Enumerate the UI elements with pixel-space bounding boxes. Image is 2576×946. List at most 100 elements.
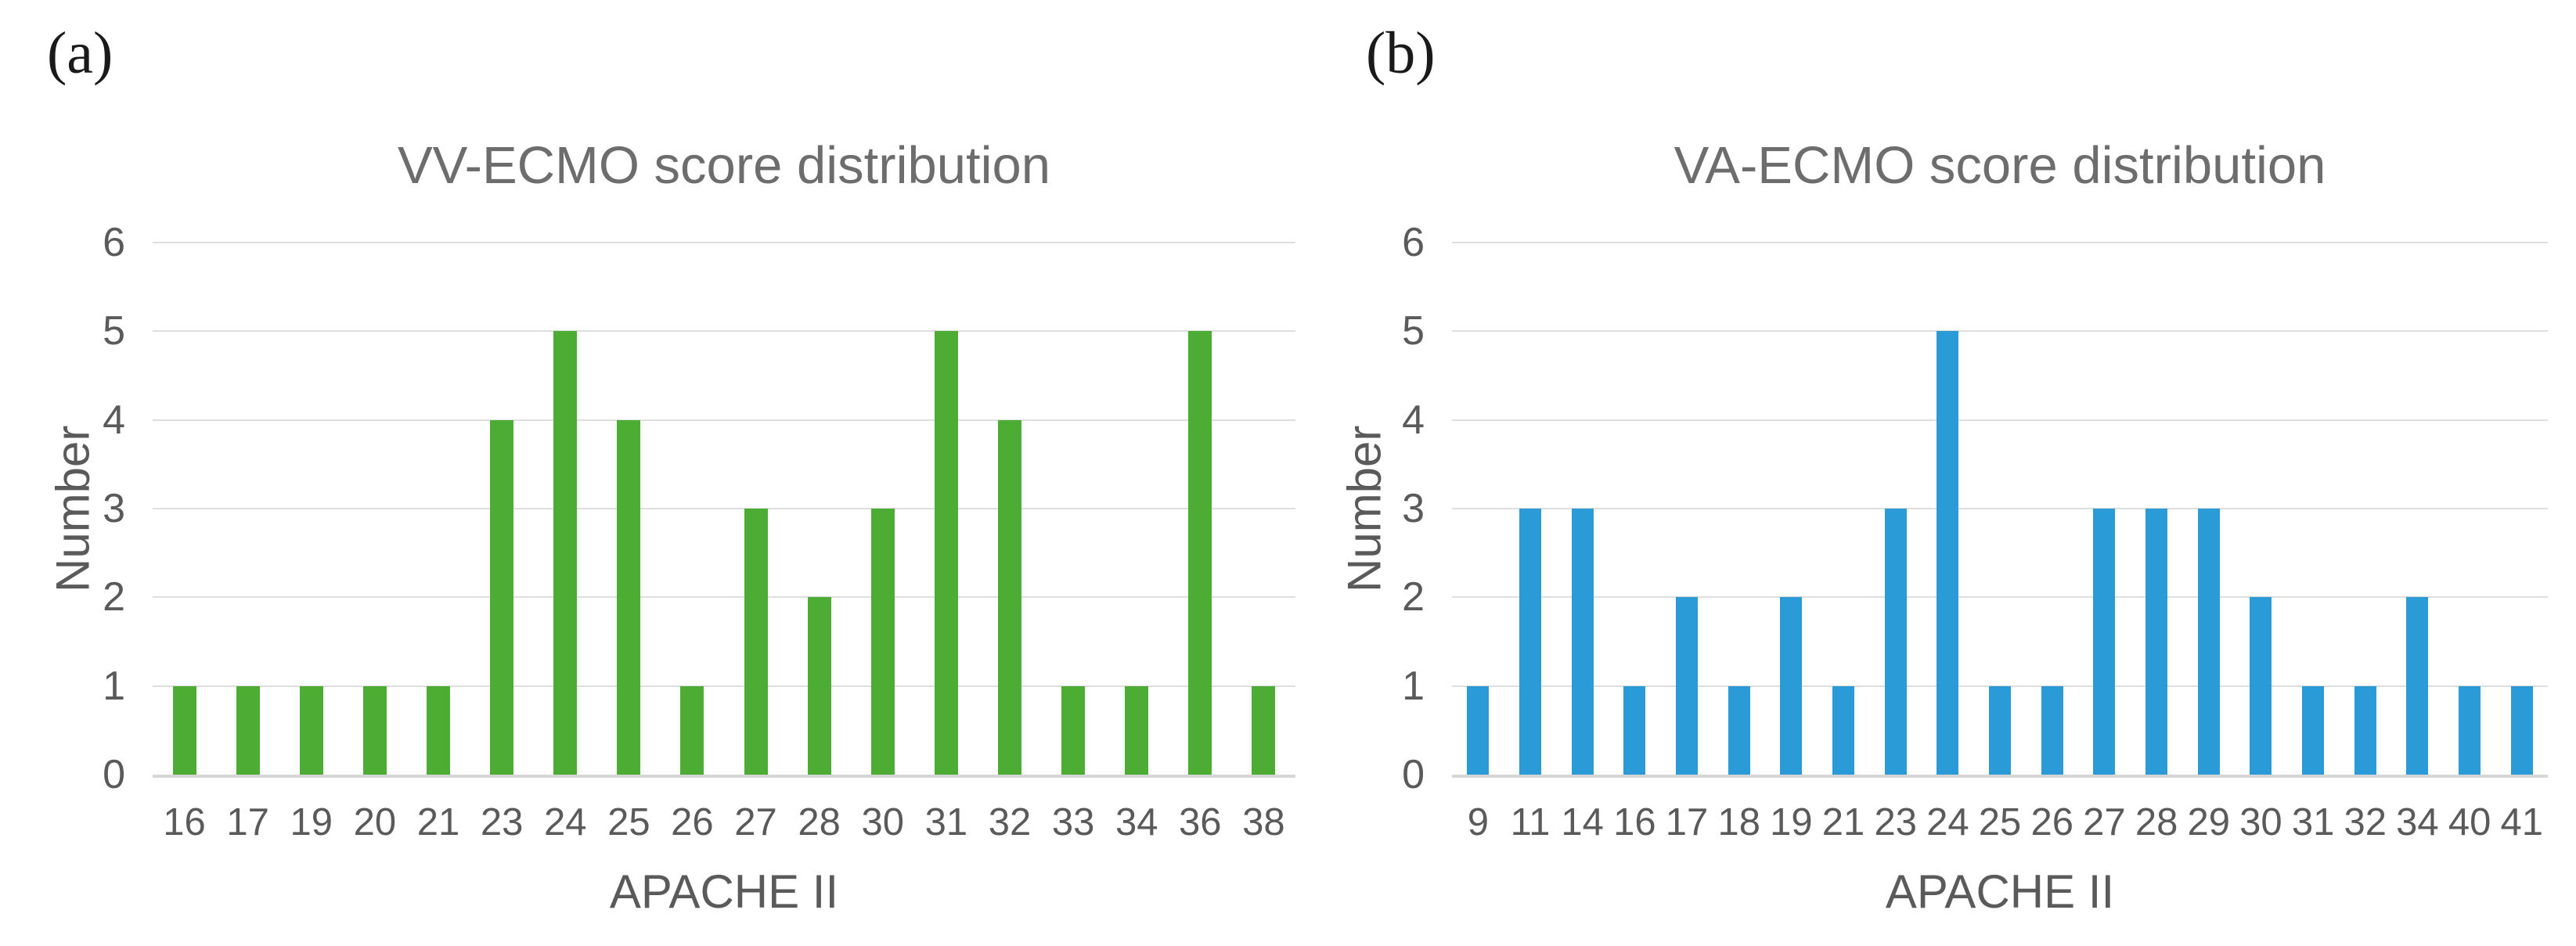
bar-slot (2235, 243, 2287, 775)
bar-slot (279, 243, 343, 775)
bar-slot (1556, 243, 1609, 775)
bar (2197, 509, 2220, 775)
x-tick-label: 20 (353, 801, 397, 843)
x-tick-label: 38 (1242, 801, 1285, 843)
y-tick-label: 6 (1402, 220, 1425, 265)
bar (1832, 685, 1855, 775)
x-tick-label: 17 (1665, 801, 1709, 843)
x-tick-label: 19 (290, 801, 333, 843)
x-tick-label: 30 (2239, 801, 2282, 843)
bar-slot (914, 243, 978, 775)
plot-area (153, 242, 1295, 778)
x-tick-label: 19 (1770, 801, 1813, 843)
bar (1125, 685, 1149, 775)
bar (870, 509, 895, 775)
y-tick-label: 4 (1402, 397, 1425, 443)
bar (1519, 509, 1541, 775)
bar-slot (1504, 243, 1557, 775)
x-tick-label: 25 (1978, 801, 2022, 843)
y-tick-label: 5 (1402, 308, 1425, 354)
bar-slot (1765, 243, 1818, 775)
bar-slot (343, 243, 406, 775)
x-tick-label: 32 (988, 801, 1032, 843)
bar-slot (724, 243, 787, 775)
bar (1571, 509, 1594, 775)
bar (2145, 509, 2168, 775)
bar (680, 685, 704, 775)
bar-slot (851, 243, 914, 775)
bar (617, 419, 641, 775)
x-tick-label: 9 (1467, 801, 1489, 843)
y-axis-ticks: 0 1 2 3 4 5 6 (59, 222, 125, 795)
gridline (153, 242, 1295, 243)
x-tick-label: 31 (924, 801, 968, 843)
bar (2459, 685, 2481, 775)
bar-slot (1169, 243, 1232, 775)
bar (2406, 597, 2429, 775)
x-tick-label: 26 (2030, 801, 2073, 843)
x-tick-label: 21 (416, 801, 460, 843)
bar (553, 331, 578, 775)
x-axis-title: APACHE II (609, 865, 839, 918)
bar (2093, 509, 2116, 775)
bar-slot (1042, 243, 1105, 775)
bar-slot (1609, 243, 1661, 775)
y-tick-label: 0 (103, 752, 125, 797)
bar (1780, 597, 1803, 775)
bar (1728, 685, 1750, 775)
x-tick-label: 25 (607, 801, 650, 843)
bar (997, 419, 1021, 775)
bar-slot (597, 243, 661, 775)
x-tick-label: 24 (543, 801, 587, 843)
bar (1884, 509, 1907, 775)
gridline (1452, 242, 2548, 243)
bar-slot (1869, 243, 1922, 775)
bar-slot (1232, 243, 1295, 775)
y-tick-label: 3 (1402, 486, 1425, 531)
y-tick-label: 0 (1402, 752, 1425, 797)
gridline (153, 419, 1295, 421)
x-tick-label: 27 (734, 801, 777, 843)
x-tick-label: 16 (163, 801, 206, 843)
bar-slot (1974, 243, 2027, 775)
bar (2302, 685, 2325, 775)
x-tick-label: 14 (1561, 801, 1604, 843)
bar-slot (470, 243, 534, 775)
bar-slot (978, 243, 1041, 775)
bar-slot (2495, 243, 2548, 775)
x-tick-label: 24 (1926, 801, 1969, 843)
chart-title-va-ecmo: VA-ECMO score distribution (1673, 136, 2326, 195)
bar (2354, 685, 2376, 775)
panel-label-b: (b) (1366, 20, 1436, 86)
bar (2041, 685, 2063, 775)
bar-slot (1713, 243, 1765, 775)
gridline (153, 330, 1295, 333)
bar (807, 597, 831, 775)
bar-slot (534, 243, 597, 775)
x-tick-label: 18 (1717, 801, 1760, 843)
bar-slot (406, 243, 470, 775)
bar-slot (2078, 243, 2131, 775)
x-tick-label: 34 (1115, 801, 1158, 843)
bar-series (1452, 243, 2548, 775)
bar (1252, 685, 1276, 775)
x-tick-label: 36 (1179, 801, 1222, 843)
y-tick-label: 2 (103, 574, 125, 620)
y-tick-label: 3 (103, 486, 125, 531)
bar-slot (1818, 243, 1870, 775)
x-tick-label: 31 (2291, 801, 2335, 843)
x-tick-label: 41 (2500, 801, 2544, 843)
x-tick-label: 26 (671, 801, 714, 843)
x-tick-label: 33 (1051, 801, 1095, 843)
bar-slot (216, 243, 279, 775)
y-tick-label: 4 (103, 397, 125, 443)
bar (1467, 685, 1490, 775)
x-tick-label: 40 (2448, 801, 2491, 843)
bar (934, 331, 958, 775)
bar-slot (661, 243, 724, 775)
bar-slot (153, 243, 216, 775)
x-tick-label: 34 (2396, 801, 2439, 843)
y-tick-label: 1 (1402, 663, 1425, 709)
bar-slot (2444, 243, 2496, 775)
